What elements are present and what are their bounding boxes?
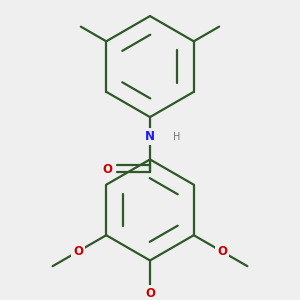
Text: H: H [173, 132, 180, 142]
Text: N: N [145, 130, 155, 143]
Text: O: O [145, 286, 155, 300]
Text: O: O [217, 245, 227, 258]
Text: O: O [73, 245, 83, 258]
Text: O: O [103, 164, 112, 176]
